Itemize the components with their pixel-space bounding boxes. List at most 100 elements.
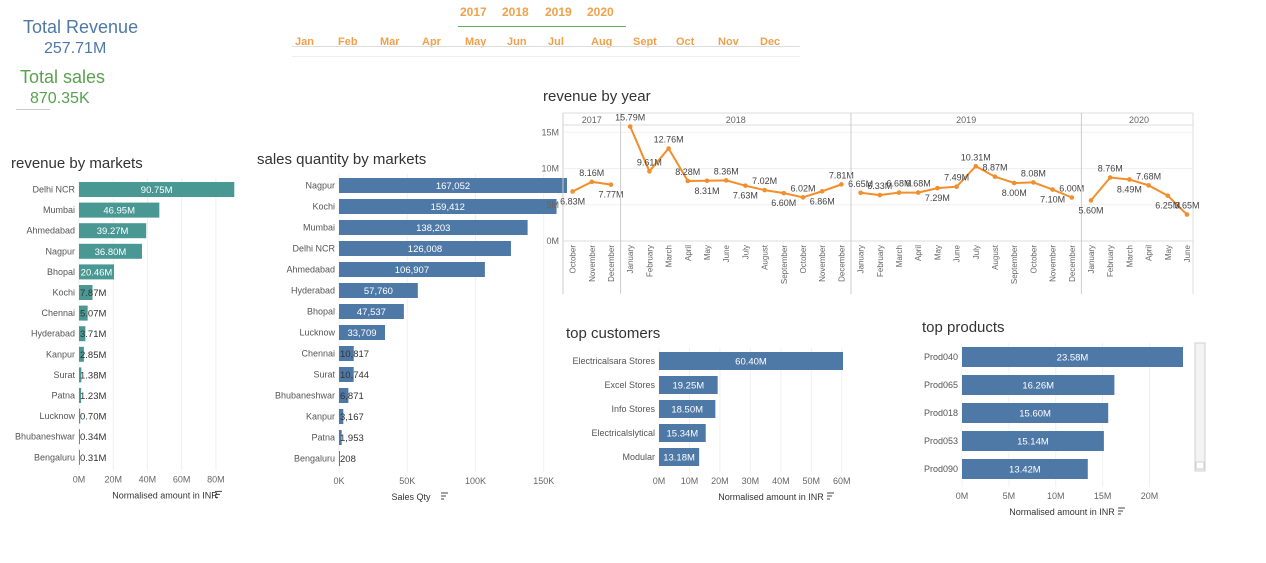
x-tick-label: 30M (742, 476, 760, 486)
bar (79, 202, 160, 218)
bar (79, 305, 88, 321)
data-point (589, 179, 595, 185)
data-label: 10.31M (961, 152, 991, 162)
revenue-by-year-chart: 0M 5M 10M 15M 2017 6.83M October 8.16M November 7… (541, 112, 1200, 294)
month-filter-oct[interactable]: Oct (676, 36, 695, 48)
x-tick-label: September (1010, 245, 1019, 284)
x-tick-label: June (953, 244, 962, 262)
data-label: 6.68M (906, 179, 931, 189)
kpi-divider (16, 109, 50, 110)
category-label: Info Stores (611, 404, 655, 414)
x-tick-label: April (914, 245, 923, 261)
data-label: 2.85M (80, 350, 106, 361)
y-tick-label: 0M (546, 236, 559, 246)
month-filter-feb[interactable]: Feb (338, 36, 358, 48)
x-tick-label: December (837, 245, 846, 282)
x-tick-label: 10M (681, 476, 699, 486)
month-filter-may[interactable]: May (465, 36, 487, 48)
bar (339, 346, 354, 361)
data-point (1127, 177, 1132, 182)
month-filter-mar[interactable]: Mar (380, 36, 400, 48)
data-point (608, 182, 614, 187)
month-filter-nov[interactable]: Nov (718, 36, 739, 48)
year-chart-title: revenue by year (543, 88, 651, 105)
data-point (762, 187, 767, 193)
data-point (1146, 183, 1151, 188)
data-label: 208 (340, 454, 356, 465)
year-filter-2019[interactable]: 2019 (545, 5, 572, 19)
month-filter-apr[interactable]: Apr (422, 36, 441, 48)
data-label: 6.25M (1155, 201, 1180, 211)
category-label: Delhi NCR (32, 185, 75, 195)
data-label: 47,537 (357, 307, 386, 318)
data-point (647, 169, 652, 174)
month-filter-divider (292, 46, 800, 47)
panel-year-label: 2019 (956, 115, 976, 125)
x-tick-label: March (895, 245, 904, 267)
x-tick-label: August (761, 244, 770, 270)
month-filter-dec[interactable]: Dec (760, 36, 781, 48)
bar (659, 448, 700, 466)
data-label: 15.14M (1017, 437, 1049, 448)
data-label: 6.60M (771, 198, 796, 208)
series-line (1090, 176, 1188, 216)
year-filter-2018[interactable]: 2018 (502, 5, 529, 19)
x-tick-label: September (780, 245, 789, 284)
data-point (839, 182, 844, 187)
month-filter-jan[interactable]: Jan (295, 36, 314, 48)
category-label: Electricalsara Stores (572, 356, 655, 366)
panel-year-label: 2017 (582, 115, 602, 125)
data-label: 60.40M (735, 357, 767, 368)
x-tick-label: May (933, 245, 942, 260)
qty-chart-title: sales quantity by markets (257, 151, 427, 168)
data-label: 7.63M (733, 191, 758, 201)
x-axis-title: Sales Qty (391, 492, 431, 502)
data-label: 57,760 (364, 286, 393, 297)
category-label: Nagpur (305, 181, 335, 191)
month-filter-sept[interactable]: Sept (633, 36, 657, 48)
data-label: 3.65M (1174, 201, 1199, 211)
data-label: 6.83M (560, 196, 585, 206)
x-tick-label: January (857, 245, 866, 273)
products-chart-title: top products (922, 319, 1005, 336)
top-products-chart: 0M 5M 10M 15M 20M Prod040 23.58M Prod065 16.26M P… (924, 342, 1206, 517)
scrollbar-track (1194, 342, 1206, 472)
month-filter-aug[interactable]: Aug (591, 36, 613, 48)
x-tick-label: May (703, 245, 712, 260)
data-point (666, 146, 671, 151)
category-label: Patna (311, 433, 335, 443)
data-label: 8.31M (694, 186, 719, 196)
x-tick-label: November (1049, 245, 1058, 282)
month-filter-jul[interactable]: Jul (548, 36, 564, 48)
data-label: 33,709 (347, 328, 376, 339)
markets-chart-title: revenue by markets (11, 155, 143, 172)
data-label: 36.80M (95, 247, 127, 258)
data-point (1184, 212, 1190, 217)
data-label: 10,744 (340, 370, 369, 381)
data-point (685, 178, 691, 184)
bar (962, 459, 1088, 479)
bar (339, 325, 386, 340)
data-label: 138,203 (416, 223, 450, 234)
data-point (704, 178, 710, 184)
series-line (860, 165, 1073, 199)
category-label: Bhubaneshwar (275, 391, 335, 401)
year-filter-2017[interactable]: 2017 (460, 5, 487, 19)
data-label: 7.10M (1040, 195, 1065, 205)
data-label: 6.33M (867, 181, 892, 191)
sales-qty-by-markets-chart: 0K 50K 100K 150K Nagpur 167,052 Kochi 159,412 Mu… (275, 174, 567, 502)
x-tick-label: June (722, 244, 731, 262)
data-point (935, 185, 940, 191)
bar (79, 223, 147, 239)
year-filter-2020[interactable]: 2020 (587, 5, 614, 19)
category-label: Chennai (301, 349, 335, 359)
data-label: 6.02M (790, 183, 815, 193)
x-tick-label: February (645, 245, 654, 277)
bar (79, 429, 80, 445)
data-label: 13.18M (663, 453, 695, 464)
category-label: Prod018 (924, 408, 958, 418)
x-tick-label: June (1183, 244, 1192, 262)
data-label: 15.79M (615, 113, 645, 123)
month-filter-jun[interactable]: Jun (507, 36, 527, 48)
x-tick-label: 5M (1003, 491, 1016, 501)
